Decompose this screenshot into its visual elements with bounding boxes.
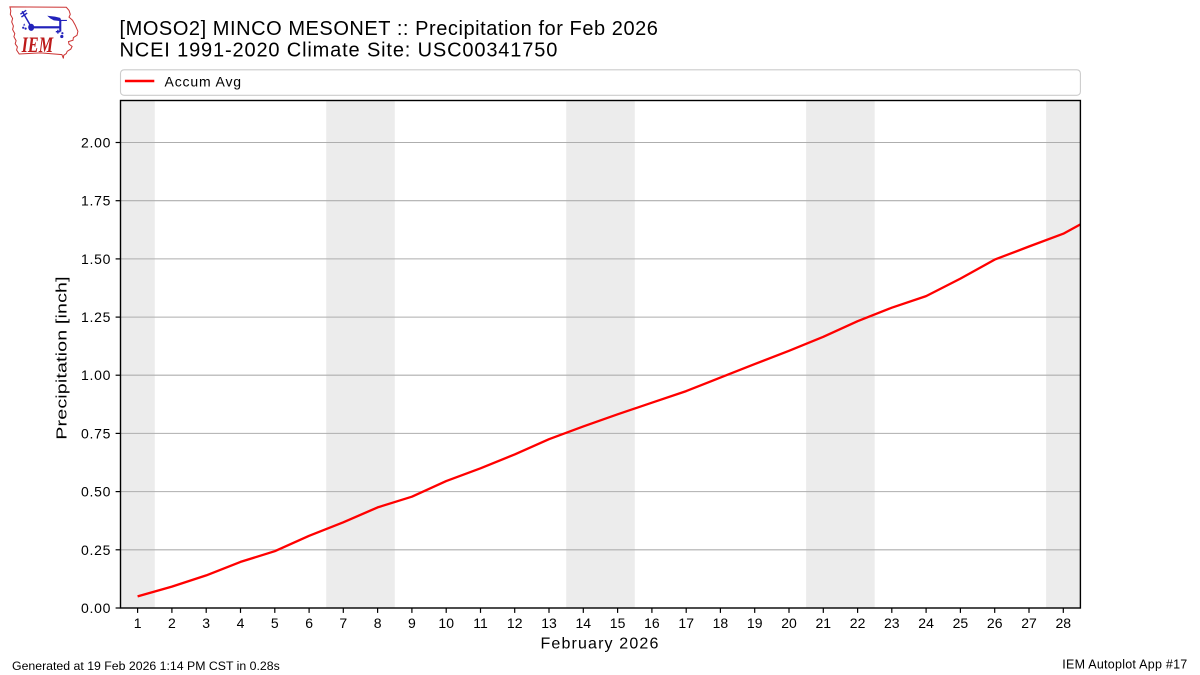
svg-text:0.25: 0.25 — [81, 542, 111, 558]
svg-text:9: 9 — [408, 615, 416, 631]
svg-text:26: 26 — [987, 615, 1003, 631]
svg-text:1: 1 — [134, 615, 142, 631]
svg-text:0.75: 0.75 — [81, 425, 111, 441]
svg-text:24: 24 — [918, 615, 934, 631]
svg-text:21: 21 — [816, 615, 832, 631]
svg-text:[MOSO2] MINCO MESONET :: Preci: [MOSO2] MINCO MESONET :: Precipitation f… — [120, 18, 659, 40]
svg-text:22: 22 — [850, 615, 866, 631]
svg-text:7: 7 — [339, 615, 347, 631]
svg-text:0.50: 0.50 — [81, 484, 111, 500]
svg-text:1.75: 1.75 — [81, 193, 111, 209]
svg-text:NCEI 1991-2020 Climate Site: U: NCEI 1991-2020 Climate Site: USC00341750 — [120, 40, 559, 62]
svg-text:13: 13 — [541, 615, 557, 631]
svg-text:Generated at 19 Feb 2026 1:14: Generated at 19 Feb 2026 1:14 PM CST in … — [12, 659, 280, 673]
svg-text:4: 4 — [237, 615, 245, 631]
svg-text:19: 19 — [747, 615, 763, 631]
svg-text:11: 11 — [473, 615, 488, 631]
svg-text:1.00: 1.00 — [81, 367, 111, 383]
svg-text:25: 25 — [953, 615, 969, 631]
svg-text:Precipitation [inch]: Precipitation [inch] — [53, 276, 70, 439]
svg-text:2: 2 — [168, 615, 176, 631]
svg-text:14: 14 — [576, 615, 592, 631]
svg-text:17: 17 — [678, 615, 694, 631]
svg-text:18: 18 — [713, 615, 729, 631]
svg-text:15: 15 — [610, 615, 626, 631]
svg-text:23: 23 — [884, 615, 900, 631]
svg-text:1.50: 1.50 — [81, 251, 111, 267]
svg-text:16: 16 — [644, 615, 660, 631]
svg-text:0.00: 0.00 — [81, 600, 111, 616]
svg-text:IEM: IEM — [21, 32, 54, 57]
svg-text:28: 28 — [1056, 615, 1072, 631]
svg-text:12: 12 — [507, 615, 523, 631]
svg-text:1.25: 1.25 — [81, 309, 111, 325]
svg-text:2.00: 2.00 — [81, 135, 111, 151]
svg-text:February 2026: February 2026 — [540, 636, 659, 653]
svg-text:8: 8 — [374, 615, 382, 631]
svg-text:10: 10 — [438, 615, 454, 631]
svg-text:3: 3 — [202, 615, 210, 631]
svg-text:5: 5 — [271, 615, 279, 631]
svg-text:20: 20 — [781, 615, 797, 631]
svg-text:IEM Autoplot App #17: IEM Autoplot App #17 — [1062, 658, 1187, 672]
svg-text:6: 6 — [305, 615, 313, 631]
svg-text:27: 27 — [1021, 615, 1037, 631]
svg-text:Accum Avg: Accum Avg — [165, 73, 242, 89]
